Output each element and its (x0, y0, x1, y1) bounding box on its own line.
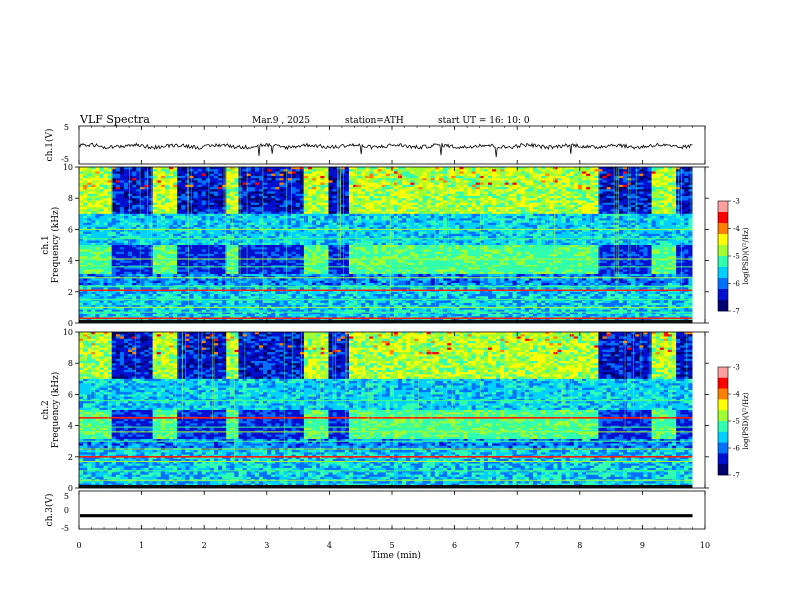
figure-title: VLF Spectra (79, 113, 150, 126)
ch1-ytick-top: 5 (64, 123, 69, 132)
ch1-ylabel: ch.1(V) (44, 129, 55, 162)
header-start-time: start UT = 16: 10: 0 (438, 116, 530, 126)
ch1-waveform-panel: 5 -5 ch.1(V) (44, 123, 705, 164)
header-date: Mar.9 , 2025 (252, 116, 310, 126)
vlf-spectra-figure: VLF Spectra Mar.9 , 2025 station=ATH sta… (0, 0, 792, 612)
ch1-waveform-line (79, 143, 693, 157)
ch1-spectrogram-image (79, 167, 705, 323)
header-station: station=ATH (345, 116, 404, 126)
